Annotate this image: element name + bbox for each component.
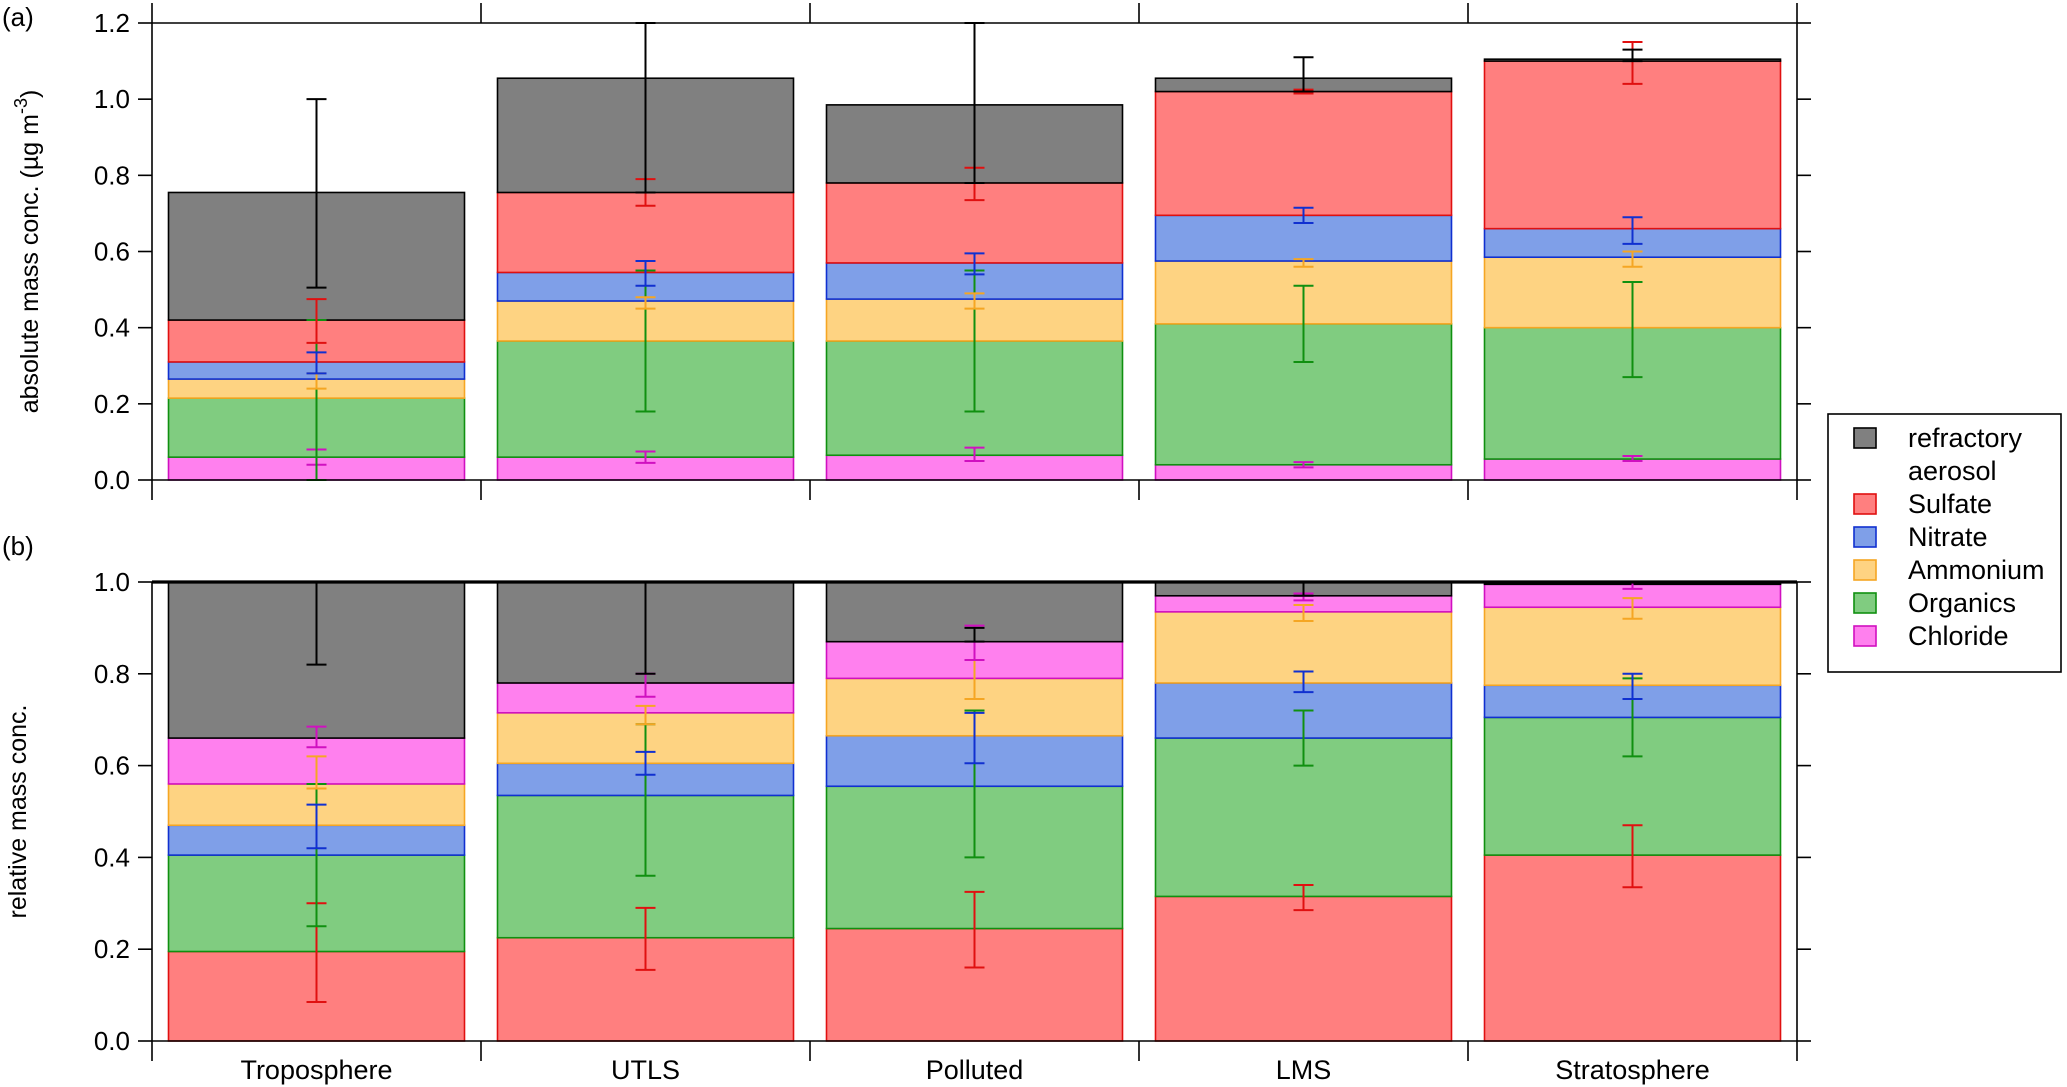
panel-a-errorbar-lms-chloride <box>1293 461 1314 469</box>
panel-b: (b) relative mass conc. 0.0 0.2 0.4 0.6 0.8 1.0… <box>2 531 1811 1085</box>
legend-entry-nitrate: Nitrate <box>1853 522 1988 552</box>
panel-a-bar-stratosphere-chloride <box>1483 458 1782 481</box>
panel-b-y-tick-label: 0.6 <box>94 751 130 781</box>
x-tick-label-utls: UTLS <box>611 1055 680 1085</box>
legend-entry-chloride: Chloride <box>1853 621 2009 651</box>
panel-b-y-tick-label: 1.0 <box>94 567 130 597</box>
legend-swatch-refractory <box>1853 427 1877 449</box>
panel-a-errorbar-stratosphere-refractory <box>1622 48 1643 63</box>
panel-a-y-tick-label: 0.2 <box>94 389 130 419</box>
legend-entry-organics: Organics <box>1853 588 2016 618</box>
panel-b-errorbar-troposphere-chloride <box>306 725 327 749</box>
legend-swatch-nitrate <box>1853 526 1877 548</box>
panel-b-y-tick-label: 0.4 <box>94 842 130 872</box>
panel-a-bar-lms-sulfate <box>1154 90 1453 217</box>
x-tick-label-troposphere: Troposphere <box>240 1055 392 1085</box>
panel-a-errorbar-stratosphere-chloride <box>1622 455 1643 462</box>
panel-a-errorbar-lms-refractory <box>1293 56 1314 93</box>
panel-a-label: (a) <box>2 2 34 32</box>
x-tick-label-polluted: Polluted <box>926 1055 1024 1085</box>
panel-b-errorbar-polluted-refractory <box>964 626 985 643</box>
legend-swatch-sulfate <box>1853 493 1877 515</box>
legend-entry-sulfate: Sulfate <box>1853 489 1992 519</box>
panel-a: (a) absolute mass conc. (µg m-3) 0.0 0.2 0.4… <box>2 2 1811 500</box>
panel-b-errorbar-utls-nitrate <box>635 750 656 776</box>
panel-b-label: (b) <box>2 531 34 561</box>
panel-b-errorbar-troposphere-ammonium <box>306 755 327 790</box>
panel-a-bar-lms-nitrate <box>1154 214 1453 262</box>
panel-b-errorbar-lms-ammonium <box>1293 603 1314 623</box>
legend-swatch-ammonium <box>1853 559 1877 581</box>
panel-b-errorbar-utls-ammonium <box>635 704 656 726</box>
legend-label-ammonium: Ammonium <box>1908 555 2045 585</box>
panel-a-errorbar-troposphere-sulfate <box>306 298 327 344</box>
panel-b-errorbar-polluted-sulfate <box>964 890 985 969</box>
panel-a-errorbar-troposphere-nitrate <box>306 351 327 375</box>
legend-swatch-organics <box>1853 592 1877 614</box>
panel-a-errorbar-utls-chloride <box>635 450 656 464</box>
panel-a-errorbar-utls-ammonium <box>635 296 656 310</box>
panel-b-bar-lms-sulfate <box>1154 895 1453 1042</box>
legend-label-sulfate: Sulfate <box>1908 489 1992 519</box>
panel-a-errorbar-troposphere-refractory <box>306 98 327 289</box>
panel-a-y-tick-label: 0.0 <box>94 465 130 495</box>
panel-b-errorbar-troposphere-nitrate <box>306 803 327 850</box>
panel-b-errorbar-lms-nitrate <box>1293 670 1314 694</box>
panel-a-y-axis-title: absolute mass conc. (µg m-3) <box>11 90 44 414</box>
panel-a-bar-stratosphere-sulfate <box>1483 60 1782 230</box>
panel-b-bar-stratosphere-ammonium <box>1483 606 1782 687</box>
panel-b-y-tick-label: 0.0 <box>94 1026 130 1056</box>
panel-a-errorbar-lms-nitrate <box>1293 206 1314 224</box>
legend-entry-ammonium: Ammonium <box>1853 555 2045 585</box>
panel-b-y-tick-label: 0.2 <box>94 934 130 964</box>
panel-a-errorbar-stratosphere-organics <box>1622 280 1643 379</box>
panel-a-y-tick-label: 0.4 <box>94 313 130 343</box>
panel-a-errorbar-stratosphere-nitrate <box>1622 216 1643 245</box>
panel-b-errorbar-stratosphere-ammonium <box>1622 597 1643 620</box>
panel-a-errorbar-utls-nitrate <box>635 260 656 287</box>
legend-swatch-chloride <box>1853 625 1877 647</box>
panel-b-errorbar-lms-sulfate <box>1293 883 1314 912</box>
legend: refractoryaerosolSulfateNitrateAmmoniumO… <box>1827 413 2062 673</box>
panel-b-y-tick-label: 0.8 <box>94 659 130 689</box>
legend-label-refractory: refractory <box>1908 423 2023 453</box>
panel-a-y-tick-label: 0.6 <box>94 237 130 267</box>
panel-a-y-tick-label: 1.2 <box>94 8 130 38</box>
panel-b-errorbar-lms-organics <box>1293 709 1314 767</box>
panel-b-errorbar-stratosphere-nitrate <box>1622 672 1643 701</box>
panel-a-errorbar-lms-ammonium <box>1293 258 1314 268</box>
panel-a-y-tick-label: 1.0 <box>94 84 130 114</box>
x-tick-label-stratosphere: Stratosphere <box>1555 1055 1710 1085</box>
panel-b-errorbar-utls-sulfate <box>635 906 656 971</box>
panel-a-errorbar-polluted-ammonium <box>964 292 985 310</box>
legend-label-chloride: Chloride <box>1908 621 2009 651</box>
panel-b-errorbar-stratosphere-sulfate <box>1622 824 1643 889</box>
panel-a-errorbar-polluted-nitrate <box>964 252 985 276</box>
panel-b-errorbar-polluted-nitrate <box>964 711 985 765</box>
legend-label-organics: Organics <box>1908 588 2016 618</box>
panel-a-y-tick-label: 0.8 <box>94 160 130 190</box>
legend-label-refractory-1: aerosol <box>1908 456 1997 486</box>
panel-a-errorbar-lms-organics <box>1293 284 1314 363</box>
panel-a-errorbar-stratosphere-ammonium <box>1622 250 1643 268</box>
x-tick-label-lms: LMS <box>1276 1055 1332 1085</box>
panel-b-y-axis-title: relative mass conc. <box>4 705 32 919</box>
legend-label-nitrate: Nitrate <box>1908 522 1988 552</box>
panel-a-errorbar-polluted-chloride <box>964 446 985 462</box>
